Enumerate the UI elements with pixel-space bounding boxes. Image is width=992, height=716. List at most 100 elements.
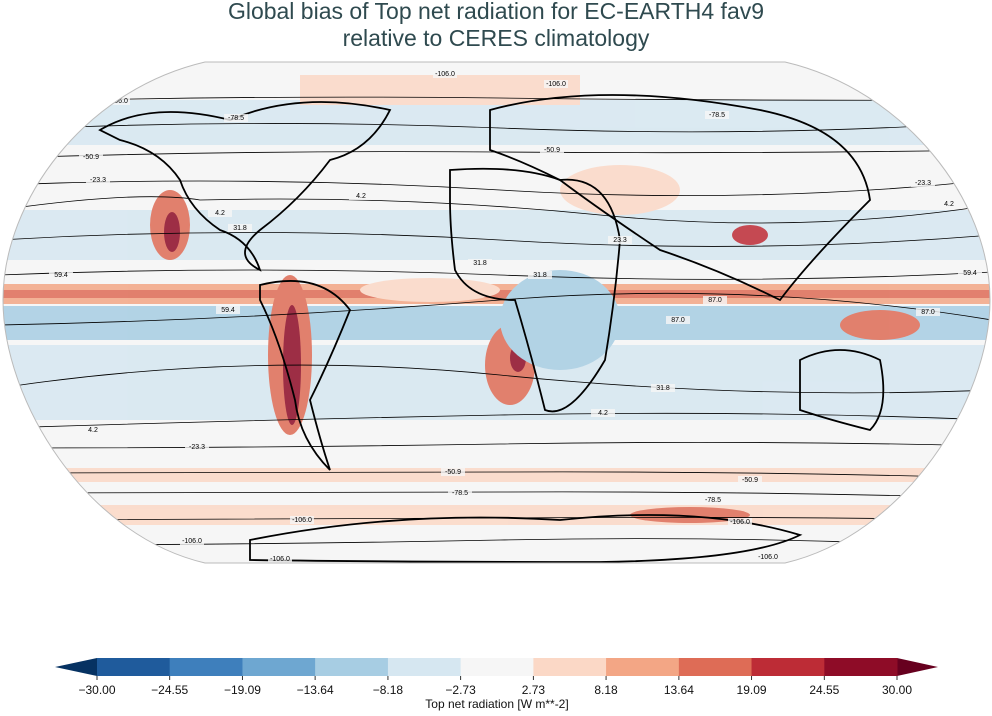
contour-label: -106.0 xyxy=(182,538,202,545)
contour-label: -78.5 xyxy=(228,115,244,122)
colorbar-tick-label: 19.09 xyxy=(737,683,767,697)
contour-label: -106.0 xyxy=(758,554,778,561)
contour-label: -50.9 xyxy=(742,477,758,484)
contour-label-bg xyxy=(180,537,204,545)
contour-label: 23.3 xyxy=(613,237,627,244)
colorbar-over xyxy=(897,658,938,676)
title: relative to CERES climatology xyxy=(343,25,650,51)
contour-label: -106.0 xyxy=(108,98,128,105)
contour-label-bg xyxy=(705,111,729,119)
contour-label: 87.0 xyxy=(708,297,722,304)
contour-label-bg xyxy=(701,496,725,504)
contour-label: 31.8 xyxy=(656,385,670,392)
contour-label: 31.8 xyxy=(533,272,547,279)
contour-label: -106.0 xyxy=(435,71,455,78)
contour-label-bg xyxy=(738,476,762,484)
contour-label: 59.4 xyxy=(221,307,235,314)
contour-label-bg xyxy=(448,489,472,497)
colorbar-tick-label: 13.64 xyxy=(664,683,694,697)
colorbar-tick-label: 8.18 xyxy=(594,683,618,697)
contour-label-bg xyxy=(703,296,727,304)
contour-label: -50.9 xyxy=(445,469,461,476)
contour-label: -50.9 xyxy=(83,154,99,161)
contour-label-bg xyxy=(185,443,209,451)
colorbar-bin xyxy=(97,658,171,676)
bias-field xyxy=(3,75,990,525)
contour-label-bg xyxy=(433,70,457,78)
contour-label: -106.0 xyxy=(270,556,290,563)
colorbar-tick-label: −19.09 xyxy=(224,683,261,697)
contour-label: -23.3 xyxy=(189,444,205,451)
contour-label-bg xyxy=(441,468,465,476)
title: Global bias of Top net radiation for EC-… xyxy=(228,0,764,24)
contour-label-bg xyxy=(216,306,240,314)
contour-label-bg xyxy=(651,384,675,392)
contour-label: -78.5 xyxy=(705,497,721,504)
contour-label: -23.3 xyxy=(915,180,931,187)
map-frame xyxy=(2,61,991,564)
contour-label-bg xyxy=(49,271,73,279)
contour-label-bg xyxy=(349,192,373,200)
colorbar-bin xyxy=(678,658,753,676)
contour-label-bg xyxy=(544,80,568,88)
contours xyxy=(3,96,990,549)
contour-label-bg xyxy=(911,179,935,187)
contour-label: 59.4 xyxy=(963,270,977,277)
colorbar-tick-label: −8.18 xyxy=(373,683,404,697)
contour-label-bg xyxy=(728,518,752,526)
colorbar-bin xyxy=(533,658,607,676)
colorbar-bin xyxy=(387,658,462,676)
contour-label: 4.2 xyxy=(356,193,366,200)
colorbar-tick-label: −30.00 xyxy=(78,683,115,697)
colorbar-bin xyxy=(169,658,243,676)
contour-label: -106.0 xyxy=(546,81,566,88)
contour-label-bg xyxy=(224,114,248,122)
contour-label-bg xyxy=(666,316,690,324)
contour-label-bg xyxy=(608,236,632,244)
contour-label: 4.2 xyxy=(598,410,608,417)
contour-label-bg xyxy=(79,153,103,161)
contour-label: -106.0 xyxy=(292,517,312,524)
contour-label-bg xyxy=(468,259,492,267)
contour-label: -23.3 xyxy=(90,177,106,184)
colorbar-bin xyxy=(824,658,898,676)
colorbar-under xyxy=(55,658,97,676)
contour-label: 31.8 xyxy=(233,225,247,232)
contour-label: -78.5 xyxy=(452,490,468,497)
colorbar-tick-label: −24.55 xyxy=(151,683,188,697)
contour-label-bg xyxy=(86,176,110,184)
contour-label: 4.2 xyxy=(215,210,225,217)
contour-label-bg xyxy=(208,209,232,217)
contour-label-bg xyxy=(540,146,564,154)
contour-label-bg xyxy=(591,409,615,417)
colorbar-bin xyxy=(751,658,825,676)
coastlines xyxy=(98,94,885,563)
contour-label: 87.0 xyxy=(921,309,935,316)
contour-label: 4.2 xyxy=(88,427,98,434)
map: -106.0 -106.0 -106.0 -78.5 -78.5 -50.9 -50.9 -2… xyxy=(3,62,990,563)
contour-label-bg xyxy=(937,200,961,208)
contour-label-bg xyxy=(958,269,982,277)
contour-label-bg xyxy=(106,97,130,105)
contour-label: -106.0 xyxy=(730,519,750,526)
contour-label: 4.2 xyxy=(944,201,954,208)
colorbar-bin xyxy=(606,658,680,676)
colorbar-tick-label: 24.55 xyxy=(809,683,839,697)
contour-label-bg xyxy=(290,516,314,524)
colorbar-bin xyxy=(315,658,389,676)
contour-label-bg xyxy=(81,426,105,434)
contour-label: -78.5 xyxy=(709,112,725,119)
contour-label-bg xyxy=(268,555,292,563)
colorbar-tick-label: −13.64 xyxy=(297,683,334,697)
contour-label: 31.8 xyxy=(473,260,487,267)
colorbar-bin xyxy=(242,658,316,676)
contour-label-bg xyxy=(228,224,252,232)
colorbar-tick-label: 30.00 xyxy=(882,683,912,697)
colorbar-label: Top net radiation [W m**-2] xyxy=(425,697,568,711)
contour-label: 59.4 xyxy=(54,272,68,279)
colorbar-tick-label: −2.73 xyxy=(445,683,476,697)
colorbar-tick-label: 2.73 xyxy=(522,683,546,697)
colorbar: −30.00 −24.55 −19.09 −13.64 −8.18 −2.73 2.73 8.… xyxy=(55,658,938,697)
contour-label-bg xyxy=(528,271,552,279)
